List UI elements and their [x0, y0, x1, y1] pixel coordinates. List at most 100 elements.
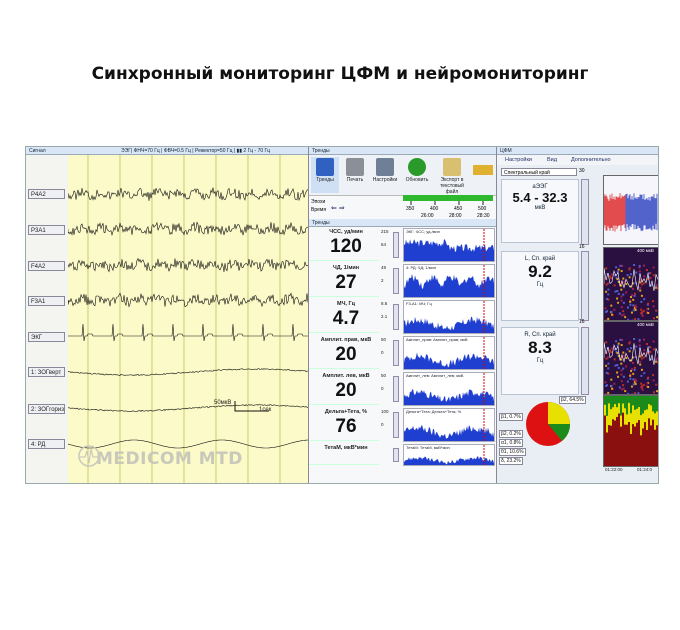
print-button[interactable]: Печать	[341, 157, 369, 193]
epochs-label: Эпохи	[311, 199, 326, 205]
spectrogram-cell	[646, 385, 649, 388]
rhythm-band	[656, 411, 658, 426]
time-end: 01:24:0	[637, 467, 653, 472]
spectrogram-cell	[620, 284, 623, 287]
rhythm-band	[654, 396, 656, 414]
spectrogram-cell	[605, 364, 608, 367]
eeg-trace	[67, 257, 309, 273]
spectrogram-cell	[630, 370, 633, 373]
trend-range-slider[interactable]	[393, 340, 399, 366]
spectrogram-cell	[605, 319, 608, 320]
lead-eog-vert[interactable]: 1: ЗОГверт	[28, 367, 65, 377]
rhythm-band	[612, 407, 614, 420]
spectrogram-cell	[639, 363, 642, 366]
spectrogram-bg	[604, 322, 658, 394]
spectrogram-cell	[641, 385, 644, 388]
trend-range-slider[interactable]	[393, 448, 399, 462]
spectrogram-cell	[625, 283, 628, 286]
trend-range-slider[interactable]	[393, 412, 399, 438]
spectrogram-cell	[631, 282, 634, 285]
spectrogram-cell	[639, 360, 642, 363]
tab-view[interactable]: Вид	[547, 157, 557, 163]
spectrogram-cell	[643, 338, 646, 341]
spectrogram-cell	[640, 374, 643, 377]
lead-eog-horiz[interactable]: 2: ЗОГгориз	[28, 404, 65, 414]
refresh-button-label: Обновить	[405, 177, 429, 183]
export-button[interactable]: Экспорт в текстовый файл	[435, 157, 469, 195]
spectrogram-cell	[634, 392, 637, 394]
spectrogram-cell	[620, 295, 623, 298]
r-slider-max: 16	[579, 319, 585, 325]
spectrogram-cell	[631, 356, 634, 359]
lead-p3a1[interactable]: P3A1	[28, 225, 65, 235]
trend-area	[404, 316, 494, 333]
trends-button[interactable]: Тренды	[311, 157, 339, 193]
spectrogram-cell	[605, 357, 608, 360]
spectrogram-cell	[610, 384, 613, 387]
spectrogram-cell	[655, 383, 658, 386]
spectrogram-cell	[617, 375, 620, 378]
trend-axis-top: 100	[381, 409, 389, 414]
aeeg-slider[interactable]	[581, 179, 589, 245]
extra-tools-icon[interactable]	[473, 165, 493, 175]
spectrogram-cell	[640, 357, 643, 360]
spectrogram-cell	[641, 314, 644, 317]
r-edge-slider[interactable]	[581, 327, 589, 395]
rhythm-band	[646, 409, 648, 430]
l-slider-max: 16	[579, 244, 585, 250]
signal-panel: Сигнал ЭЭГ| ФНЧ=70 Гц | ФВЧ=0.5 Гц | Реж…	[26, 147, 309, 483]
trend-range-slider[interactable]	[393, 232, 399, 258]
timeline-tick-label: 450	[454, 206, 463, 212]
spectrogram-cell	[655, 357, 658, 360]
spectrogram-cell	[615, 340, 618, 343]
spectrogram-cell	[616, 270, 619, 273]
spectrogram-cell	[634, 356, 637, 359]
spectrogram-cell	[631, 287, 634, 290]
l-edge-box: L, Сп. край 9.2 Гц	[501, 251, 579, 321]
trend-range-slider[interactable]	[393, 268, 399, 294]
rhythm-band	[610, 396, 612, 410]
trend-plot-svg	[404, 229, 494, 261]
l-edge-slider[interactable]	[581, 251, 589, 321]
scroll-arrows-icon[interactable]: ⇐ ⇒	[331, 205, 345, 212]
trend-plot: F3-A1: МЧ; Гц	[403, 300, 495, 334]
spectrogram-cell	[605, 267, 608, 270]
aeeg-value: 5.4 - 32.3	[512, 190, 568, 205]
tab-settings[interactable]: Настройки	[505, 157, 532, 163]
trend-plot-label: F3-A1: МЧ; Гц	[406, 301, 432, 306]
lead-f4a2[interactable]: F4A2	[28, 261, 65, 271]
spectrogram-cell	[638, 264, 641, 267]
timeline-time-label: 28:30	[477, 213, 490, 219]
lead-resp[interactable]: 4: РД	[28, 439, 65, 449]
spectrogram-cell	[615, 277, 618, 280]
mode-dropdown[interactable]: Спектральный край	[501, 168, 577, 176]
trend-value-label: Амплит. прав, мкВ	[320, 337, 372, 343]
trend-range-slider[interactable]	[393, 376, 399, 402]
settings-button[interactable]: Настройки	[371, 157, 399, 193]
spectrogram-cell	[652, 300, 655, 303]
trend-range-slider[interactable]	[393, 304, 399, 330]
lead-f3a1[interactable]: F3A1	[28, 296, 65, 306]
l-edge-label: L, Сп. край	[524, 256, 556, 262]
rhythm-band	[632, 405, 634, 425]
page-title: Синхронный мониторинг ЦФМ и нейромонитор…	[91, 64, 589, 84]
spectrogram-cell	[606, 310, 609, 313]
export-file-icon	[443, 158, 461, 176]
spectrogram-cell	[620, 358, 623, 361]
cfm-panel: ЦФМ Настройки Вид Дополнительно Спектрал…	[496, 147, 658, 483]
spectrogram-cell	[617, 280, 620, 283]
timeline-bar[interactable]	[403, 195, 493, 201]
trend-plot-label: Дельта+Тета: Дельта+Тета; %	[406, 409, 462, 414]
spectrogram-cell	[641, 388, 644, 391]
rhythm-band	[608, 396, 610, 404]
tab-additional[interactable]: Дополнительно	[571, 157, 611, 163]
spectrogram-cell	[630, 385, 633, 388]
trend-area	[404, 424, 494, 441]
lead-p4a2[interactable]: P4A2	[28, 189, 65, 199]
eeg-trace	[67, 404, 308, 412]
spectrogram-cell	[622, 301, 625, 304]
rhythm-band	[624, 408, 626, 425]
refresh-button[interactable]: Обновить	[403, 157, 431, 193]
spectrogram-cell	[642, 309, 645, 312]
lead-ecg[interactable]: ЭКГ	[28, 332, 65, 342]
